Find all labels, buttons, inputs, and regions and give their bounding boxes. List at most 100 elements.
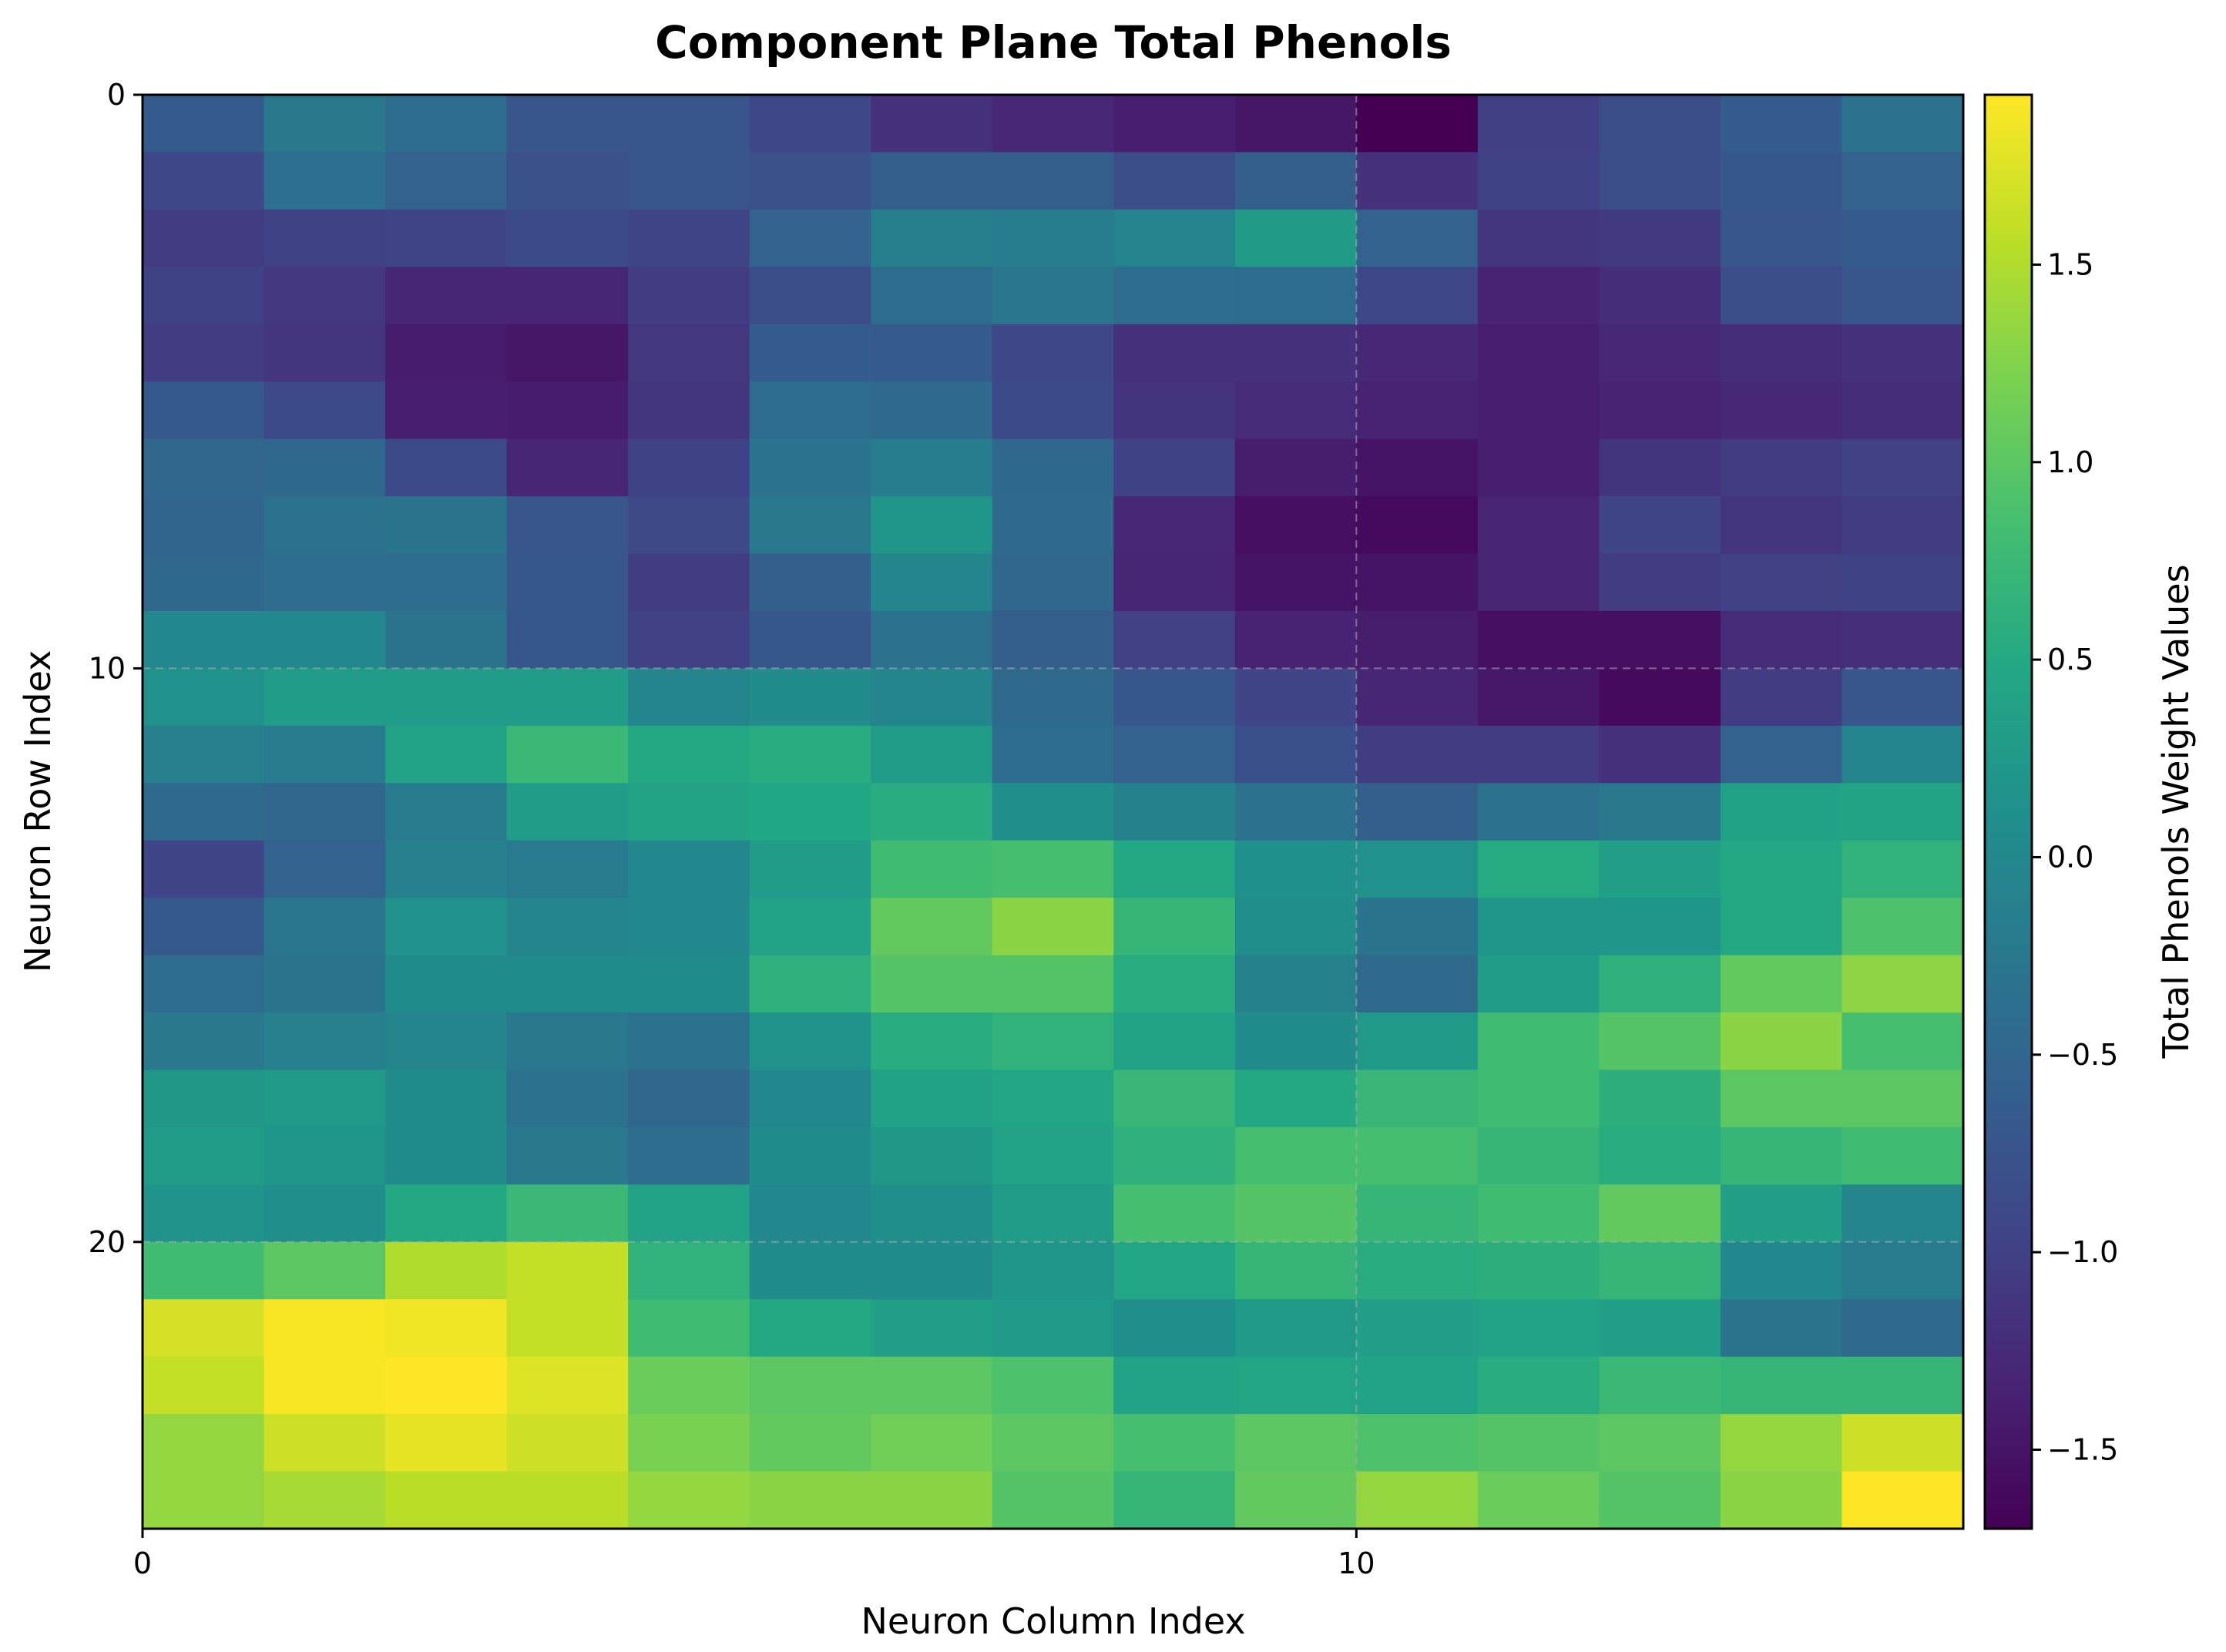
heatmap-cell <box>1477 1241 1600 1301</box>
heatmap-cell <box>992 209 1115 268</box>
heatmap-cell <box>143 1241 265 1301</box>
heatmap-cell <box>1477 324 1600 382</box>
heatmap-cell <box>628 1356 750 1415</box>
heatmap-cell <box>1720 1184 1843 1243</box>
heatmap-cell <box>1720 496 1843 555</box>
heatmap-cell <box>871 152 993 210</box>
heatmap-cell <box>1477 610 1600 670</box>
heatmap-cell <box>1356 496 1479 555</box>
heatmap-cell <box>992 438 1115 497</box>
colorbar-label: Total Phenols Weight Values <box>2155 564 2197 1059</box>
heatmap-cell <box>1356 783 1479 841</box>
heatmap-cell <box>1234 1471 1358 1529</box>
heatmap-cell <box>1599 955 1721 1013</box>
heatmap-cell <box>628 610 750 670</box>
heatmap-cell <box>1113 1471 1236 1529</box>
heatmap-cell <box>992 324 1115 382</box>
heatmap-cell <box>1234 955 1358 1013</box>
heatmap-cell <box>1842 553 1964 612</box>
x-axis-label: Neuron Column Index <box>861 1600 1245 1642</box>
heatmap-cell <box>1599 95 1721 153</box>
heatmap-cell <box>1356 1012 1479 1071</box>
heatmap-cell <box>871 1184 993 1243</box>
heatmap-cell <box>1113 610 1236 670</box>
heatmap-cell <box>1720 1299 1843 1358</box>
heatmap-cell <box>1113 1299 1236 1358</box>
heatmap-cell <box>1599 1299 1721 1358</box>
heatmap-cell <box>1113 1184 1236 1243</box>
heatmap-cell <box>1356 1184 1479 1243</box>
heatmap-cell <box>264 1414 386 1472</box>
heatmap-cell <box>264 324 386 382</box>
heatmap-cell <box>1477 955 1600 1013</box>
heatmap-cell <box>143 324 265 382</box>
heatmap-cell <box>264 1127 386 1186</box>
heatmap-cell <box>1113 1414 1236 1472</box>
heatmap-cell <box>385 898 508 956</box>
heatmap-cell <box>992 152 1115 210</box>
heatmap-cell <box>264 1241 386 1301</box>
heatmap-cell <box>1842 783 1964 841</box>
heatmap-cell <box>1113 668 1236 727</box>
heatmap-cell <box>871 324 993 382</box>
heatmap-cell <box>1113 324 1236 382</box>
heatmap-cell <box>1720 610 1843 670</box>
heatmap-cell <box>1720 898 1843 956</box>
heatmap-cell <box>1842 1069 1964 1128</box>
heatmap-cell <box>506 209 629 268</box>
heatmap-cell <box>628 553 750 612</box>
heatmap-cell <box>143 610 265 670</box>
heatmap-cell <box>992 381 1115 440</box>
heatmap-cell <box>1113 152 1236 210</box>
heatmap-cell <box>143 1127 265 1186</box>
heatmap-cell <box>143 1299 265 1358</box>
heatmap-cell <box>871 496 993 555</box>
heatmap-cell <box>992 1012 1115 1071</box>
heatmap-cell <box>1356 668 1479 727</box>
chart-title: Component Plane Total Phenols <box>655 16 1452 69</box>
heatmap-cell <box>1842 1414 1964 1472</box>
heatmap-cell <box>1842 725 1964 784</box>
heatmap-cell <box>628 209 750 268</box>
heatmap-cell <box>1477 1069 1600 1128</box>
heatmap-cell <box>749 381 871 440</box>
heatmap-cell <box>1356 955 1479 1013</box>
heatmap-cell <box>871 1127 993 1186</box>
heatmap-cell <box>1477 1471 1600 1529</box>
heatmap-cell <box>385 553 508 612</box>
heatmap-cell <box>749 1069 871 1128</box>
heatmap-cell <box>1356 381 1479 440</box>
heatmap-cell <box>506 1356 629 1415</box>
heatmap-cell <box>264 209 386 268</box>
heatmap-cell <box>628 1241 750 1301</box>
heatmap-cell <box>1356 898 1479 956</box>
heatmap-cell <box>1356 1356 1479 1415</box>
heatmap-cell <box>749 955 871 1013</box>
heatmap-cell <box>1113 95 1236 153</box>
heatmap-cell <box>385 955 508 1013</box>
x-tick-label: 10 <box>1338 1546 1375 1580</box>
colorbar-tick-label: −1.5 <box>2047 1432 2118 1466</box>
heatmap-cell <box>1477 152 1600 210</box>
heatmap-cells <box>143 95 1964 1529</box>
heatmap-cell <box>992 898 1115 956</box>
heatmap-cell <box>1234 610 1358 670</box>
heatmap-cell <box>1234 1012 1358 1071</box>
colorbar-tick-label: −0.5 <box>2047 1038 2118 1072</box>
heatmap-cell <box>1842 1471 1964 1529</box>
heatmap-cell <box>143 840 265 898</box>
heatmap-cell <box>749 1471 871 1529</box>
heatmap-cell <box>1113 725 1236 784</box>
heatmap-cell <box>871 1414 993 1472</box>
heatmap-cell <box>1356 324 1479 382</box>
heatmap-cell <box>871 610 993 670</box>
heatmap-cell <box>1842 955 1964 1013</box>
heatmap-cell <box>1477 725 1600 784</box>
heatmap-cell <box>628 381 750 440</box>
heatmap-cell <box>506 496 629 555</box>
heatmap-cell <box>506 840 629 898</box>
heatmap-cell <box>1113 1012 1236 1071</box>
heatmap-cell <box>1842 1299 1964 1358</box>
heatmap-cell <box>264 267 386 325</box>
